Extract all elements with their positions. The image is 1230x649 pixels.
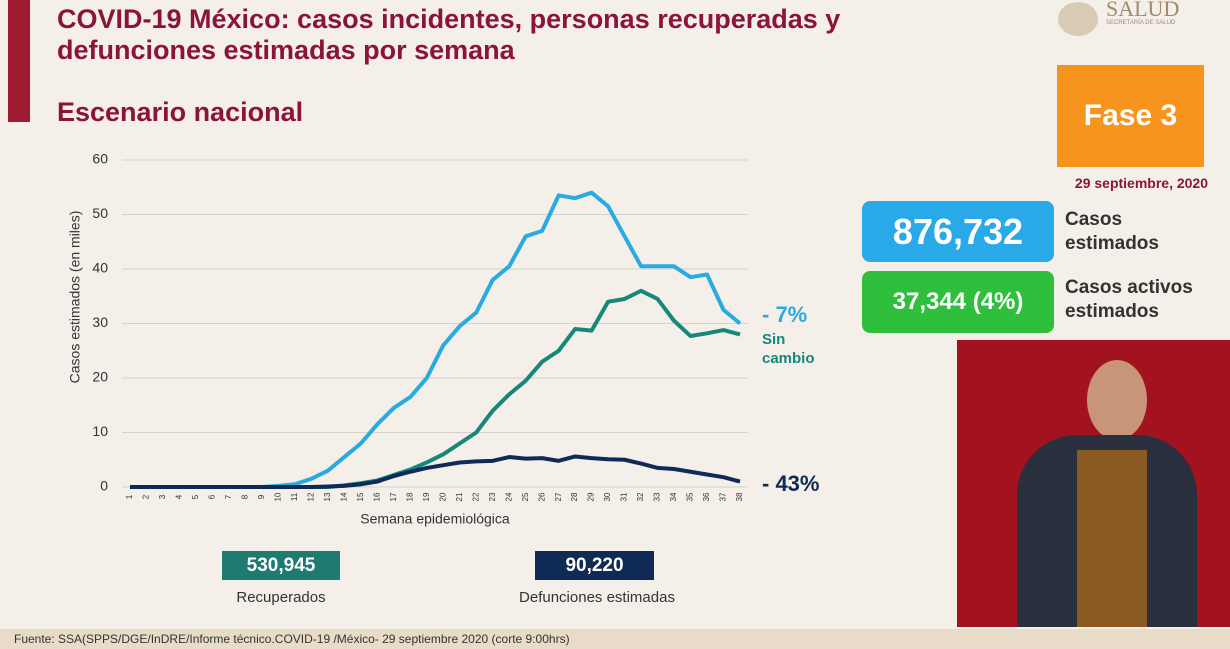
x-tick-label: 5: [191, 494, 200, 499]
x-tick-label: 19: [422, 492, 431, 501]
annotation: - 43%: [762, 471, 819, 496]
y-tick-label: 30: [92, 314, 108, 330]
x-tick-label: 1: [125, 494, 134, 499]
y-tick-label: 20: [92, 369, 108, 385]
x-tick-label: 27: [554, 492, 563, 501]
active-value: 37,344 (4%): [862, 271, 1054, 333]
x-tick-label: 37: [719, 492, 728, 501]
logo-sub: SECRETARÍA DE SALUD: [1106, 20, 1176, 26]
x-tick-label: 30: [603, 492, 612, 501]
deaths-value: 90,220: [535, 551, 654, 580]
x-tick-label: 23: [488, 492, 497, 501]
x-tick-label: 35: [686, 492, 695, 501]
x-tick-label: 34: [669, 492, 678, 501]
x-tick-label: 7: [224, 494, 233, 499]
y-tick-label: 60: [92, 151, 108, 167]
deaths-label: Defunciones estimadas: [519, 589, 675, 606]
x-tick-label: 17: [389, 492, 398, 501]
x-tick-label: 12: [306, 492, 315, 501]
date: 29 septiembre, 2020: [1074, 175, 1208, 191]
x-tick-label: 36: [702, 492, 711, 501]
accent-bar: [8, 0, 30, 122]
x-tick-label: 2: [142, 494, 151, 499]
x-tick-label: 21: [455, 492, 464, 501]
x-tick-label: 32: [636, 492, 645, 501]
recovered-value: 530,945: [222, 551, 340, 580]
footer: Fuente: SSA(SPPS/DGE/InDRE/Informe técni…: [14, 632, 570, 646]
x-axis-label: Semana epidemiológica: [360, 511, 510, 527]
y-tick-label: 50: [92, 205, 108, 221]
x-tick-label: 38: [735, 492, 744, 501]
annotation: - 7%: [762, 302, 807, 327]
logo: SALUD: [1106, 0, 1180, 21]
y-tick-label: 0: [100, 478, 108, 494]
x-tick-label: 24: [504, 492, 513, 501]
x-tick-label: 9: [257, 494, 266, 499]
y-axis-label: Casos estimados (en miles): [67, 211, 83, 384]
y-tick-label: 10: [92, 423, 108, 439]
subtitle: Escenario nacional: [57, 97, 304, 127]
series-line: [130, 190, 742, 489]
interpreter-video: [957, 340, 1230, 627]
cases-value: 876,732: [862, 201, 1054, 262]
x-tick-label: 3: [158, 494, 167, 499]
x-tick-label: 6: [208, 494, 217, 499]
x-tick-label: 15: [356, 492, 365, 501]
x-tick-label: 31: [620, 492, 629, 501]
x-tick-label: 20: [438, 492, 447, 501]
cases-label: Casos estimados: [1065, 209, 1159, 254]
x-tick-label: 11: [290, 492, 299, 501]
x-tick-label: 14: [339, 492, 348, 501]
x-tick-label: 25: [521, 492, 530, 501]
title: COVID-19 México: casos incidentes, perso…: [57, 4, 841, 65]
x-tick-label: 4: [175, 494, 184, 499]
x-tick-label: 13: [323, 492, 332, 501]
x-tick-label: 10: [273, 492, 282, 501]
person-shirt: [1077, 450, 1147, 627]
footer-bar: Fuente: SSA(SPPS/DGE/InDRE/Informe técni…: [0, 629, 1230, 649]
chart: Casos estimados (en miles) Semana epidem…: [67, 151, 820, 527]
x-tick-label: 28: [570, 492, 579, 501]
x-tick-label: 29: [587, 492, 596, 501]
x-tick-label: 33: [653, 492, 662, 501]
series-line: [130, 454, 741, 489]
active-label: Casos activos estimados: [1065, 277, 1193, 322]
x-tick-label: 18: [405, 492, 414, 501]
logo-emblem: [1058, 2, 1098, 36]
annotation: Sin cambio: [762, 331, 815, 367]
phase-badge: Fase 3: [1057, 65, 1204, 167]
x-tick-label: 26: [537, 492, 546, 501]
y-tick-label: 40: [92, 260, 108, 276]
series-line: [130, 288, 741, 489]
x-tick-label: 22: [471, 492, 480, 501]
x-tick-label: 16: [372, 492, 381, 501]
person-head: [1087, 360, 1147, 440]
x-tick-label: 8: [241, 494, 250, 499]
recovered-label: Recuperados: [236, 589, 326, 606]
